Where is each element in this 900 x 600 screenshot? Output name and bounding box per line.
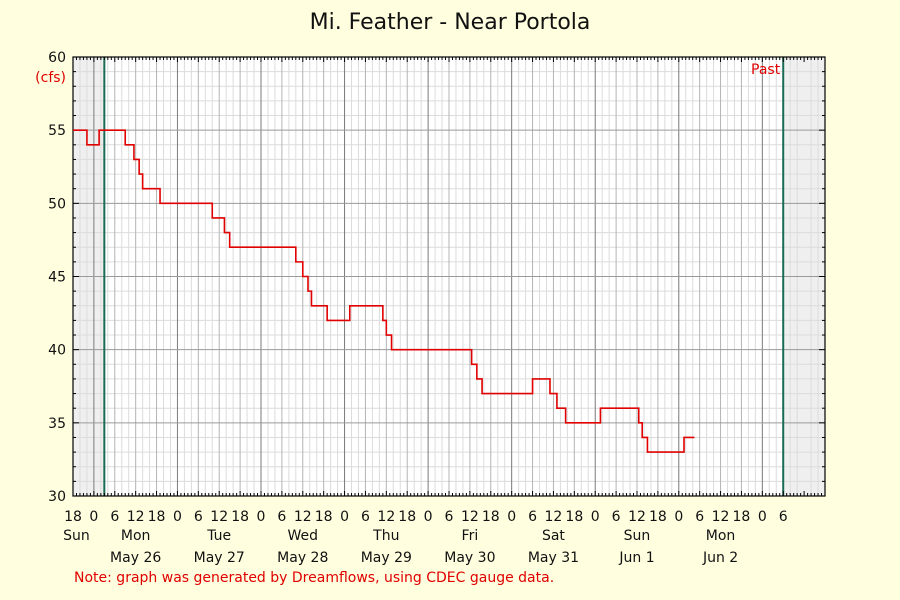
y-tick-label: 55 bbox=[48, 123, 66, 139]
x-tick-label: 6 bbox=[445, 509, 454, 525]
day-weekday-label: Tue bbox=[206, 528, 231, 544]
x-tick-label: 12 bbox=[545, 509, 563, 525]
x-tick-label: 6 bbox=[194, 509, 203, 525]
x-tick-label: 12 bbox=[377, 509, 395, 525]
day-weekday-label: Mon bbox=[121, 528, 151, 544]
x-tick-label: 18 bbox=[315, 509, 333, 525]
day-date-label: Jun 2 bbox=[702, 550, 738, 566]
y-tick-label: 60 bbox=[48, 50, 66, 66]
flow-series-line bbox=[73, 129, 695, 453]
x-tick-label: 0 bbox=[173, 509, 182, 525]
x-tick-label: 0 bbox=[257, 509, 266, 525]
x-tick-label: 0 bbox=[674, 509, 683, 525]
x-tick-label: 18 bbox=[64, 509, 82, 525]
day-date-label: May 27 bbox=[194, 550, 245, 566]
x-tick-label: 6 bbox=[695, 509, 704, 525]
x-tick-label: 12 bbox=[712, 509, 730, 525]
x-tick-label: 6 bbox=[277, 509, 286, 525]
x-tick-label: 0 bbox=[507, 509, 516, 525]
x-tick-label: 0 bbox=[89, 509, 98, 525]
plot-frame bbox=[72, 56, 826, 497]
x-tick-label: 12 bbox=[294, 509, 312, 525]
x-tick-label: 18 bbox=[482, 509, 500, 525]
chart-title: Mi. Feather - Near Portola bbox=[309, 10, 591, 35]
x-tick-label: 18 bbox=[148, 509, 166, 525]
x-tick-label: 12 bbox=[210, 509, 228, 525]
day-weekday-label: Thu bbox=[372, 528, 399, 544]
chart-note: Note: graph was generated by Dreamflows,… bbox=[74, 570, 555, 586]
day-weekday-label: Sun bbox=[624, 528, 651, 544]
x-tick-label: 6 bbox=[779, 509, 788, 525]
x-tick-label: 6 bbox=[612, 509, 621, 525]
x-tick-label: 18 bbox=[733, 509, 751, 525]
x-tick-label: 0 bbox=[591, 509, 600, 525]
x-tick-label: 18 bbox=[398, 509, 416, 525]
day-weekday-label: Wed bbox=[288, 528, 319, 544]
x-tick-label: 0 bbox=[758, 509, 767, 525]
x-tick-label: 0 bbox=[340, 509, 349, 525]
x-tick-label: 6 bbox=[110, 509, 119, 525]
y-tick-label: 30 bbox=[48, 489, 66, 505]
x-tick-label: 12 bbox=[628, 509, 646, 525]
y-tick-label: 40 bbox=[48, 343, 66, 359]
day-date-label: May 30 bbox=[444, 550, 495, 566]
day-date-label: May 29 bbox=[361, 550, 412, 566]
x-tick-label: 0 bbox=[424, 509, 433, 525]
day-date-label: May 31 bbox=[528, 550, 579, 566]
day-date-label: Jun 1 bbox=[618, 550, 654, 566]
day-date-label: May 28 bbox=[277, 550, 328, 566]
series-layer bbox=[73, 129, 695, 453]
x-tick-label: 6 bbox=[361, 509, 370, 525]
x-tick-label: 18 bbox=[649, 509, 667, 525]
day-weekday-label: Mon bbox=[706, 528, 736, 544]
day-date-label: May 26 bbox=[110, 550, 161, 566]
day-weekday-label: Fri bbox=[462, 528, 479, 544]
x-tick-label: 18 bbox=[565, 509, 583, 525]
y-tick-label: 50 bbox=[48, 196, 66, 212]
x-tick-label: 12 bbox=[461, 509, 479, 525]
x-tick-label: 18 bbox=[231, 509, 249, 525]
y-tick-label: 45 bbox=[48, 270, 66, 286]
day-weekday-label: Sat bbox=[542, 528, 565, 544]
day-weekday-label: Sun bbox=[63, 528, 90, 544]
y-axis-label: (cfs) bbox=[35, 70, 66, 86]
y-tick-label: 35 bbox=[48, 416, 66, 432]
past-label: Past bbox=[751, 62, 781, 78]
x-tick-label: 12 bbox=[127, 509, 145, 525]
x-tick-label: 6 bbox=[528, 509, 537, 525]
